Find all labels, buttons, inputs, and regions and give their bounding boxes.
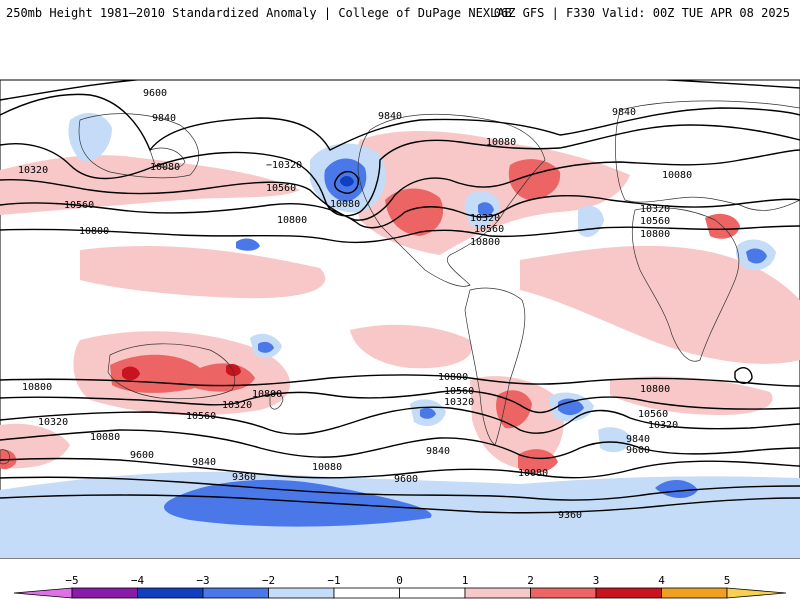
colorbar-segment <box>202 587 269 599</box>
contour-label: 10560 <box>444 386 474 397</box>
height-contours <box>0 80 800 514</box>
contour-label: 10800 <box>470 237 500 248</box>
aleutian-low-core <box>340 176 354 187</box>
contour-label: 9840 <box>152 113 176 124</box>
contour-label: 9840 <box>192 457 216 468</box>
contour-label: 10560 <box>640 216 670 227</box>
anomaly-map: 9600 9600 9840 9840 9840 10320 10080 −10… <box>0 66 800 559</box>
colorbar-segment <box>137 587 204 599</box>
colorbar-segment <box>333 587 400 599</box>
contour-label: 10800 <box>640 384 670 395</box>
colorbar-segment <box>268 587 335 599</box>
colorbar-left-arrow <box>13 587 73 599</box>
colorbar-right-arrow <box>726 587 787 599</box>
contour-label: 10080 <box>312 462 342 473</box>
contour-label: 9840 <box>378 111 402 122</box>
contour-label: 9600 <box>143 88 167 99</box>
colorbar-tick-label: 5 <box>724 574 731 587</box>
colorbar-tick-label: 0 <box>396 574 403 587</box>
contour-label: 10800 <box>22 382 52 393</box>
contour-label: 9600 <box>394 474 418 485</box>
contour-label: 9600 <box>130 450 154 461</box>
australia-strong-positive <box>110 354 255 393</box>
contour-label: 9840 <box>426 446 450 457</box>
colorbar-tick-label: −3 <box>196 574 209 587</box>
colorbar-tick-label: −2 <box>262 574 275 587</box>
contour-label: 10080 <box>150 162 180 173</box>
colorbar-tick-label: 2 <box>527 574 534 587</box>
south-atlantic-negative-2 <box>598 427 632 453</box>
colorbar-segments <box>13 587 787 599</box>
colorbar-tick-label: 4 <box>658 574 665 587</box>
colorbar-tick-label: −1 <box>327 574 340 587</box>
contour-label: −10320 <box>266 160 302 171</box>
contour-label: 10800 <box>277 215 307 226</box>
contour-label: 10320 <box>18 165 48 176</box>
western-us-positive <box>385 188 444 236</box>
contour-label: 10080 <box>330 199 360 210</box>
south-atlantic-negative <box>655 479 698 498</box>
colorbar-ticks: −5 −4 −3 −2 −1 0 1 2 3 4 5 <box>65 574 730 587</box>
southeast-pacific-negative-core <box>420 407 436 419</box>
australia-max-positive-2 <box>226 364 241 377</box>
contour-label: 10080 <box>662 170 692 181</box>
south-pacific-positive <box>350 324 472 369</box>
colorbar-tick-label: −4 <box>131 574 145 587</box>
contour-label: 10080 <box>518 468 548 479</box>
contour-label: 10320 <box>640 204 670 215</box>
colorbar-tick-label: −5 <box>65 574 78 587</box>
contour-label: 10080 <box>90 432 120 443</box>
contour-label: 10560 <box>474 224 504 235</box>
colorbar-segment <box>71 587 138 599</box>
contour-label: 10320 <box>38 417 68 428</box>
patagonia-positive <box>496 390 532 429</box>
africa-positive <box>520 245 800 364</box>
antarctic-strong-negative-anomaly <box>164 479 432 527</box>
australia-max-positive <box>122 366 140 381</box>
continent-outlines <box>0 100 800 465</box>
model-run-info: 06Z GFS | F330 Valid: 00Z TUE APR 08 202… <box>493 6 790 20</box>
indian-ocean-positive <box>610 376 773 415</box>
contour-label: 10800 <box>252 389 282 400</box>
contour-label: 10800 <box>640 229 670 240</box>
contour-label: 10080 <box>486 137 516 148</box>
colorbar-segment <box>399 587 466 599</box>
contour-label: 10320 <box>470 213 500 224</box>
contour-labels: 9600 9600 9840 9840 9840 10320 10080 −10… <box>18 66 692 521</box>
contour-label: 9360 <box>232 472 256 483</box>
contour-label: 10800 <box>79 226 109 237</box>
colorbar-tick-label: 1 <box>462 574 469 587</box>
contour-label: 10560 <box>64 200 94 211</box>
contour-label: 10320 <box>222 400 252 411</box>
great-lakes-strong-negative <box>478 202 494 217</box>
east-africa-strong-negative <box>746 248 767 264</box>
colorbar-tick-label: 3 <box>593 574 600 587</box>
colorbar-segment <box>464 587 531 599</box>
contour-label: 9600 <box>626 445 650 456</box>
contour-label: 10560 <box>266 183 296 194</box>
contour-label: 9360 <box>558 510 582 521</box>
contour-label: 10320 <box>648 420 678 431</box>
south-atlantic-low-strong <box>558 398 584 416</box>
contour-label: 9600 <box>455 66 479 77</box>
contour-label: 10560 <box>186 411 216 422</box>
colorbar: −5 −4 −3 −2 −1 0 1 2 3 4 5 <box>13 574 787 599</box>
colorbar-segment <box>595 587 662 599</box>
map-title: 250mb Height 1981–2010 Standardized Anom… <box>6 6 512 20</box>
colorbar-segment <box>661 587 728 599</box>
contour-label: 9840 <box>626 434 650 445</box>
contour-label: 10320 <box>444 397 474 408</box>
tropical-positive-band <box>80 246 326 299</box>
south-atlantic-positive <box>518 449 558 473</box>
northeast-canada-positive <box>508 159 561 200</box>
contour-label: 9840 <box>612 107 636 118</box>
south-pacific-negative-core <box>258 341 274 353</box>
colorbar-segment <box>530 587 597 599</box>
contour-label: 10560 <box>638 409 668 420</box>
contour-label: 10800 <box>438 372 468 383</box>
tropical-pacific-negative <box>236 238 260 251</box>
